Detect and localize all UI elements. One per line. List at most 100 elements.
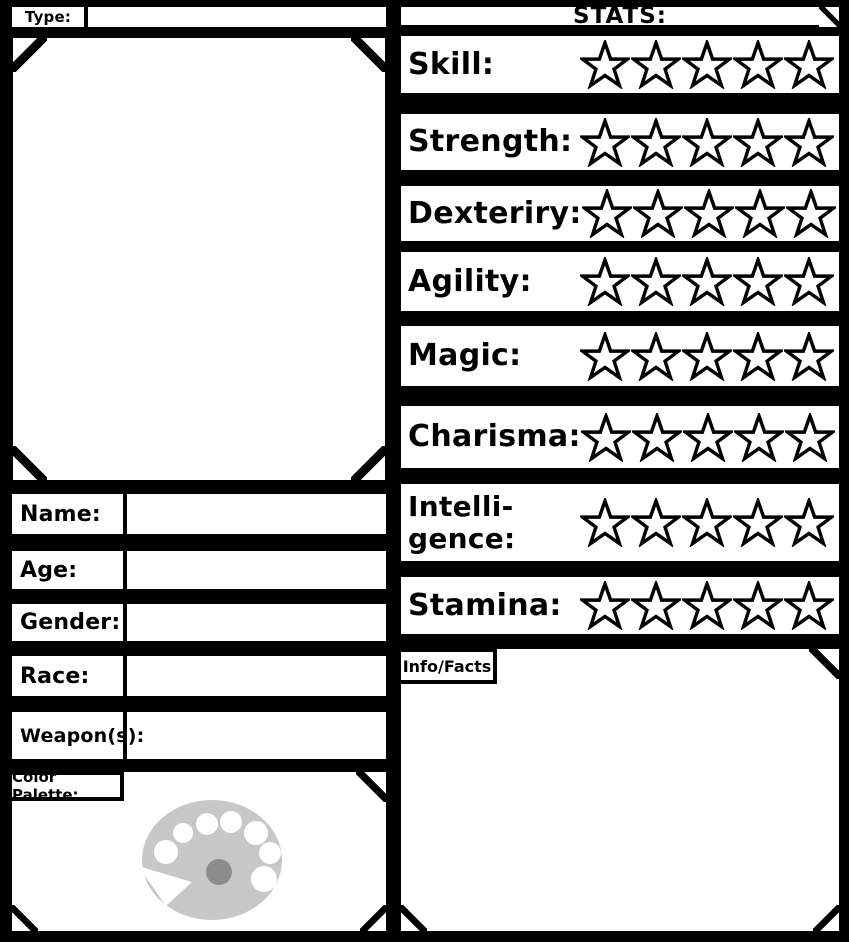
race-label: Race:	[12, 656, 127, 696]
star-icon[interactable]	[631, 581, 681, 630]
stat-row-agility: Agility:	[397, 248, 843, 315]
portrait-box[interactable]	[8, 33, 390, 485]
star-icon[interactable]	[580, 498, 630, 547]
star-icon[interactable]	[733, 412, 784, 462]
star-icon[interactable]	[581, 189, 632, 238]
stat-label: Skill:	[408, 46, 495, 82]
star-icon[interactable]	[580, 581, 630, 630]
gender-label: Gender:	[12, 604, 127, 641]
star-icon[interactable]	[580, 40, 630, 89]
star-rating[interactable]	[580, 40, 834, 89]
type-input[interactable]	[88, 7, 386, 27]
star-icon[interactable]	[784, 581, 834, 630]
star-icon[interactable]	[682, 331, 732, 381]
star-icon[interactable]	[733, 331, 783, 381]
star-icon[interactable]	[784, 412, 835, 462]
stat-row-strength: Strength:	[397, 110, 843, 174]
star-rating[interactable]	[580, 498, 834, 547]
name-input[interactable]	[127, 494, 386, 534]
age-label: Age:	[12, 551, 127, 589]
weapons-label: Weapon(s):	[12, 712, 144, 759]
star-icon[interactable]	[631, 117, 681, 167]
name-label: Name:	[12, 494, 127, 534]
star-icon[interactable]	[784, 498, 834, 547]
info-facts-content[interactable]	[407, 693, 833, 925]
corner-notch-icon	[360, 905, 386, 931]
star-rating[interactable]	[580, 412, 835, 462]
star-icon[interactable]	[632, 189, 683, 238]
star-rating[interactable]	[580, 117, 834, 167]
star-icon[interactable]	[682, 117, 732, 167]
star-icon[interactable]	[784, 40, 834, 89]
stat-label: Dexteriry:	[408, 195, 582, 231]
star-icon[interactable]	[682, 40, 732, 89]
name-row: Name:	[8, 490, 390, 538]
stats-title: STATS:	[573, 3, 667, 29]
star-icon[interactable]	[580, 257, 630, 306]
type-label: Type:	[12, 7, 88, 27]
star-icon[interactable]	[733, 117, 783, 167]
corner-notch-icon	[13, 446, 47, 480]
star-icon[interactable]	[785, 189, 836, 238]
stat-label: Stamina:	[408, 587, 562, 623]
star-icon[interactable]	[631, 412, 682, 462]
gender-row: Gender:	[8, 600, 390, 645]
stat-label: Intelli- gence:	[408, 490, 516, 555]
star-icon[interactable]	[682, 498, 732, 547]
stat-row-stamina: Stamina:	[397, 573, 843, 638]
info-facts-box[interactable]	[397, 645, 843, 935]
age-input[interactable]	[127, 551, 386, 589]
star-icon[interactable]	[682, 412, 733, 462]
star-rating[interactable]	[580, 257, 834, 306]
corner-notch-icon	[351, 446, 385, 480]
star-icon[interactable]	[580, 412, 631, 462]
stat-row-intelligence: Intelli- gence:	[397, 480, 843, 565]
star-rating[interactable]	[581, 189, 836, 238]
star-icon[interactable]	[631, 331, 681, 381]
corner-notch-icon	[13, 38, 47, 72]
star-icon[interactable]	[734, 189, 785, 238]
star-icon[interactable]	[784, 331, 834, 381]
star-icon[interactable]	[733, 40, 783, 89]
gender-input[interactable]	[127, 604, 386, 641]
star-rating[interactable]	[580, 331, 834, 381]
info-facts-label: Info/Facts	[397, 648, 497, 684]
type-row: Type:	[8, 3, 390, 31]
stat-row-charisma: Charisma:	[397, 402, 843, 472]
corner-notch-icon	[819, 7, 839, 27]
star-icon[interactable]	[580, 331, 630, 381]
star-icon[interactable]	[631, 257, 681, 306]
star-icon[interactable]	[631, 40, 681, 89]
star-icon[interactable]	[733, 498, 783, 547]
stat-row-dexterity: Dexteriry:	[397, 182, 843, 245]
weapons-input[interactable]	[127, 712, 386, 759]
star-icon[interactable]	[784, 257, 834, 306]
color-palette-label: Color Palette:	[8, 768, 124, 804]
corner-notch-icon	[12, 905, 38, 931]
star-icon[interactable]	[682, 257, 732, 306]
race-input[interactable]	[127, 656, 386, 696]
star-icon[interactable]	[682, 581, 732, 630]
star-icon[interactable]	[683, 189, 734, 238]
age-row: Age:	[8, 547, 390, 593]
star-icon[interactable]	[733, 257, 783, 306]
stat-label: Magic:	[408, 338, 522, 374]
corner-notch-icon	[809, 649, 839, 679]
star-icon[interactable]	[580, 117, 630, 167]
stats-header: STATS:	[397, 3, 843, 29]
star-rating[interactable]	[580, 581, 834, 630]
race-row: Race:	[8, 652, 390, 700]
stat-row-magic: Magic:	[397, 322, 843, 390]
paint-palette-icon	[140, 800, 282, 920]
star-icon[interactable]	[733, 581, 783, 630]
corner-notch-icon	[356, 772, 386, 802]
star-icon[interactable]	[631, 498, 681, 547]
weapons-row: Weapon(s):	[8, 708, 390, 763]
star-icon[interactable]	[784, 117, 834, 167]
stat-label: Agility:	[408, 263, 532, 299]
stat-label: Charisma:	[408, 419, 581, 455]
stat-row-skill: Skill:	[397, 32, 843, 97]
corner-notch-icon	[351, 38, 385, 72]
stat-label: Strength:	[408, 124, 573, 160]
